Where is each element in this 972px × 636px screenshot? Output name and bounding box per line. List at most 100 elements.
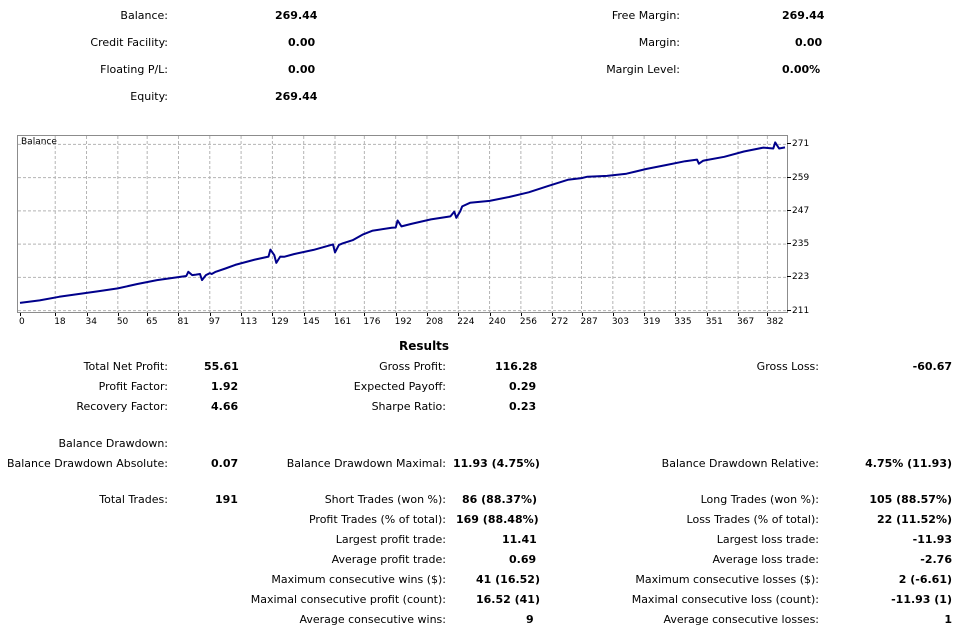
x-tick-mark	[20, 313, 21, 316]
x-tick-mark	[612, 313, 614, 316]
total-trades-label: Total Trades:	[99, 493, 168, 506]
long-trades-value: 105 (88.57%)	[869, 493, 952, 506]
balance-chart-svg	[18, 136, 787, 312]
y-tick-mark	[787, 309, 791, 311]
x-tick-label: 176	[363, 317, 381, 327]
loss-trades-value: 22 (11.52%)	[876, 513, 952, 526]
x-tick-label: 145	[302, 317, 320, 327]
x-tick-mark	[520, 313, 522, 316]
avg-consec-wins-value: 9	[526, 613, 534, 626]
results-heading: Results	[399, 339, 450, 353]
expected-payoff-label: Expected Payoff:	[353, 380, 446, 393]
x-tick-label: 50	[116, 317, 129, 327]
average-loss-label: Average loss trade:	[712, 553, 819, 566]
x-tick-label: 18	[54, 317, 66, 327]
x-tick-mark	[241, 313, 243, 316]
x-tick-mark	[364, 313, 366, 316]
chart-title: Balance	[21, 137, 57, 147]
x-tick-mark	[117, 313, 119, 316]
long-trades-label: Long Trades (won %):	[700, 493, 819, 506]
dd-maximal-value: 11.93 (4.75%)	[453, 457, 540, 470]
y-tick-label: 223	[792, 272, 810, 283]
max-consec-losses-value: 2 (-6.61)	[898, 573, 952, 586]
x-tick-mark	[489, 313, 491, 316]
x-tick-mark	[767, 313, 769, 316]
x-tick-label: 351	[705, 317, 723, 327]
balance-value: 269.44	[275, 9, 318, 22]
equity-value: 269.44	[275, 90, 318, 103]
x-tick-label: 65	[146, 317, 158, 327]
x-tick-label: 161	[334, 317, 352, 327]
balance-drawdown-label: Balance Drawdown:	[58, 437, 168, 450]
x-tick-label: 335	[674, 317, 692, 327]
x-tick-mark	[458, 313, 460, 316]
y-tick-mark	[787, 143, 791, 145]
x-tick-label: 287	[580, 317, 598, 327]
y-tick-label: 247	[792, 205, 810, 216]
maximal-consec-profit-value: 16.52 (41)	[476, 593, 540, 606]
x-tick-mark	[395, 313, 397, 316]
balance-label: Balance:	[120, 9, 168, 22]
margin-level-label: Margin Level:	[606, 63, 680, 76]
x-tick-mark	[55, 313, 57, 316]
margin-value: 0.00	[795, 36, 823, 49]
total-net-profit-value: 55.61	[204, 360, 239, 373]
gross-profit-label: Gross Profit:	[379, 360, 446, 373]
x-tick-label: 34	[85, 317, 97, 327]
x-tick-mark	[209, 313, 211, 316]
largest-loss-label: Largest loss trade:	[716, 533, 819, 546]
credit-facility-label: Credit Facility:	[90, 36, 168, 49]
x-tick-label: 192	[394, 317, 412, 327]
x-tick-mark	[581, 313, 583, 316]
dd-absolute-value: 0.07	[211, 457, 239, 470]
y-tick-mark	[787, 276, 791, 278]
average-profit-label: Average profit trade:	[331, 553, 446, 566]
dd-relative-label: Balance Drawdown Relative:	[661, 457, 819, 470]
largest-profit-value: 11.41	[502, 533, 537, 546]
x-tick-label: 97	[208, 317, 221, 327]
x-tick-label: 272	[551, 317, 569, 327]
x-tick-mark	[147, 313, 149, 316]
max-consec-losses-label: Maximum consecutive losses ($):	[635, 573, 819, 586]
dd-maximal-label: Balance Drawdown Maximal:	[286, 457, 446, 470]
x-tick-mark	[335, 313, 336, 316]
profit-factor-label: Profit Factor:	[98, 380, 168, 393]
recovery-factor-value: 4.66	[211, 400, 239, 413]
dd-relative-value: 4.75% (11.93)	[865, 457, 952, 470]
x-tick-label: 256	[519, 317, 538, 327]
x-tick-label: 81	[177, 317, 189, 327]
short-trades-label: Short Trades (won %):	[324, 493, 446, 506]
x-tick-mark	[86, 313, 88, 316]
x-tick-label: 129	[271, 317, 289, 327]
profit-trades-label: Profit Trades (% of total):	[308, 513, 446, 526]
floating-pl-value: 0.00	[288, 63, 316, 76]
x-tick-label: 382	[766, 317, 784, 327]
sharpe-ratio-label: Sharpe Ratio:	[371, 400, 446, 413]
x-tick-label: 303	[611, 317, 629, 327]
largest-profit-label: Largest profit trade:	[335, 533, 446, 546]
y-tick-label: 235	[792, 239, 810, 250]
total-trades-value: 191	[215, 493, 238, 506]
x-tick-label: 208	[425, 317, 444, 327]
x-tick-label: 240	[488, 317, 506, 327]
x-tick-mark	[644, 313, 646, 316]
x-tick-mark	[426, 313, 428, 316]
x-tick-mark	[303, 313, 305, 316]
balance-series-line	[19, 141, 786, 304]
y-tick-mark	[787, 176, 791, 178]
max-consec-wins-value: 41 (16.52)	[476, 573, 540, 586]
credit-facility-value: 0.00	[288, 36, 316, 49]
expected-payoff-value: 0.29	[509, 380, 537, 393]
maximal-consec-profit-label: Maximal consecutive profit (count):	[250, 593, 446, 606]
avg-consec-losses-label: Average consecutive losses:	[663, 613, 819, 626]
x-tick-mark	[272, 313, 274, 316]
x-tick-label: 113	[240, 317, 258, 327]
profit-trades-value: 169 (88.48%)	[456, 513, 539, 526]
x-tick-label: 224	[457, 317, 475, 327]
margin-label: Margin:	[638, 36, 680, 49]
y-tick-label: 259	[792, 172, 810, 183]
gross-loss-value: -60.67	[912, 360, 952, 373]
x-tick-label: 319	[643, 317, 661, 327]
free-margin-label: Free Margin:	[611, 9, 680, 22]
gross-profit-value: 116.28	[495, 360, 538, 373]
